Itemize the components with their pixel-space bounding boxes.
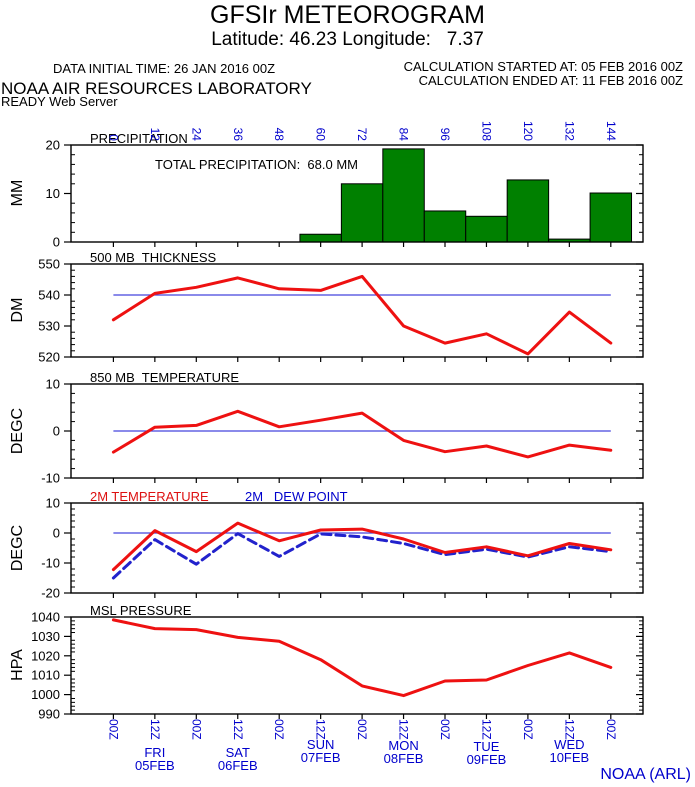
time-label: 00Z <box>272 719 286 740</box>
y-tick-label: 0 <box>53 424 60 439</box>
precip-bar <box>589 192 633 243</box>
y-tick-label: 1010 <box>31 668 60 683</box>
calc-ended: CALCULATION ENDED AT: 11 FEB 2016 00Z <box>418 73 683 88</box>
noaa-arl-credit: NOAA (ARL) <box>600 766 691 783</box>
hour-label: 84 <box>397 128 411 142</box>
time-label: 12Z <box>397 719 411 740</box>
y-tick-label: 10 <box>46 496 60 511</box>
time-label: 00Z <box>604 719 618 740</box>
hour-label: 24 <box>189 128 203 142</box>
y-tick-label: 540 <box>38 288 60 303</box>
y-tick-label: 0 <box>53 235 60 250</box>
temperature-850mb-line <box>111 409 613 459</box>
time-label: 00Z <box>521 719 535 740</box>
hour-label: 144 <box>604 121 618 141</box>
time-label: 00Z <box>438 719 452 740</box>
lat-lon-subtitle: Latitude: 46.23 Longitude: 7.37 <box>211 29 484 50</box>
panel-frame <box>70 263 644 358</box>
y-tick-label: -10 <box>41 556 60 571</box>
msl-pressure-line <box>111 618 613 698</box>
precip-bar <box>340 183 384 243</box>
temperature-2m-temperature-line <box>111 521 613 572</box>
time-label: 00Z <box>189 719 203 740</box>
precip-bar <box>382 148 425 243</box>
mslp-panel-title: MSL PRESSURE <box>90 603 192 618</box>
day-label-date: 05FEB <box>135 758 175 773</box>
y-tick-label: 20 <box>46 138 60 153</box>
y-tick-label: 1040 <box>31 610 60 625</box>
thickness-500mb-line <box>111 274 613 356</box>
y-tick-label: 520 <box>38 350 60 365</box>
hour-label: 120 <box>521 121 535 141</box>
thickness-panel-title: 500 MB THICKNESS <box>90 250 217 265</box>
time-label: 12Z <box>479 719 493 740</box>
y-tick-label: 530 <box>38 319 60 334</box>
precip-bar <box>506 179 550 243</box>
y-tick-label: 990 <box>38 707 60 722</box>
hour-label: 96 <box>438 128 452 142</box>
y-tick-label: 1030 <box>31 629 60 644</box>
hour-label: 48 <box>272 128 286 142</box>
panel-frame <box>70 616 644 715</box>
day-label-name: SAT <box>226 745 250 760</box>
y-tick-label: 10 <box>46 377 60 392</box>
legend-2m-dew-point: 2M DEW POINT <box>245 489 348 504</box>
time-label: 12Z <box>148 719 162 740</box>
day-label-date: 08FEB <box>384 751 424 766</box>
time-label: 12Z <box>562 719 576 740</box>
hour-label: 60 <box>314 128 328 142</box>
day-label-name: TUE <box>473 739 499 754</box>
y-tick-label: 10 <box>46 186 60 201</box>
day-label-name: SUN <box>307 737 334 752</box>
page-title: GFSIr METEOROGRAM <box>210 1 485 29</box>
panel-frame <box>70 502 644 594</box>
time-label: 00Z <box>355 719 369 740</box>
temperature-2m-dewpoint-line <box>111 532 613 580</box>
calc-started: CALCULATION STARTED AT: 05 FEB 2016 00Z <box>403 59 683 74</box>
day-label-date: 06FEB <box>218 758 258 773</box>
legend-2m-temperature: 2M TEMPERATURE <box>90 489 209 504</box>
y-tick-label: 1020 <box>31 648 60 663</box>
day-label-date: 10FEB <box>549 750 589 765</box>
y-tick-label: -10 <box>41 471 60 486</box>
total-precip-note: TOTAL PRECIPITATION: 68.0 MM <box>155 157 358 172</box>
noaa-arl-org: NOAA AIR RESOURCES LABORATORY <box>1 79 312 98</box>
y-tick-label: 550 <box>38 257 60 272</box>
hour-label: 0 <box>106 134 120 141</box>
day-label-date: 07FEB <box>301 750 341 765</box>
y-tick-label: -20 <box>41 586 60 601</box>
day-label-name: MON <box>388 738 418 753</box>
precip-panel-title: PRECIPITATION <box>90 131 188 146</box>
precip-bar <box>423 210 467 243</box>
time-label: 12Z <box>231 719 245 740</box>
hour-label: 72 <box>355 128 369 142</box>
precip-bar <box>465 215 508 243</box>
time-label: 00Z <box>106 719 120 740</box>
hour-label: 132 <box>562 121 576 141</box>
ready-web-server: READY Web Server <box>1 94 118 109</box>
t850-panel-title: 850 MB TEMPERATURE <box>90 370 240 385</box>
y-tick-label: 1000 <box>31 687 60 702</box>
hour-label: 12 <box>148 128 162 142</box>
day-label-name: FRI <box>144 745 165 760</box>
time-label: 12Z <box>314 719 328 740</box>
hour-label: 36 <box>231 128 245 142</box>
data-initial-time: DATA INITIAL TIME: 26 JAN 2016 00Z <box>53 61 276 76</box>
day-label-date: 09FEB <box>467 752 507 767</box>
precip-bar <box>299 233 342 243</box>
day-label-name: WED <box>554 737 584 752</box>
hour-label: 108 <box>479 121 493 141</box>
y-tick-label: 0 <box>53 526 60 541</box>
